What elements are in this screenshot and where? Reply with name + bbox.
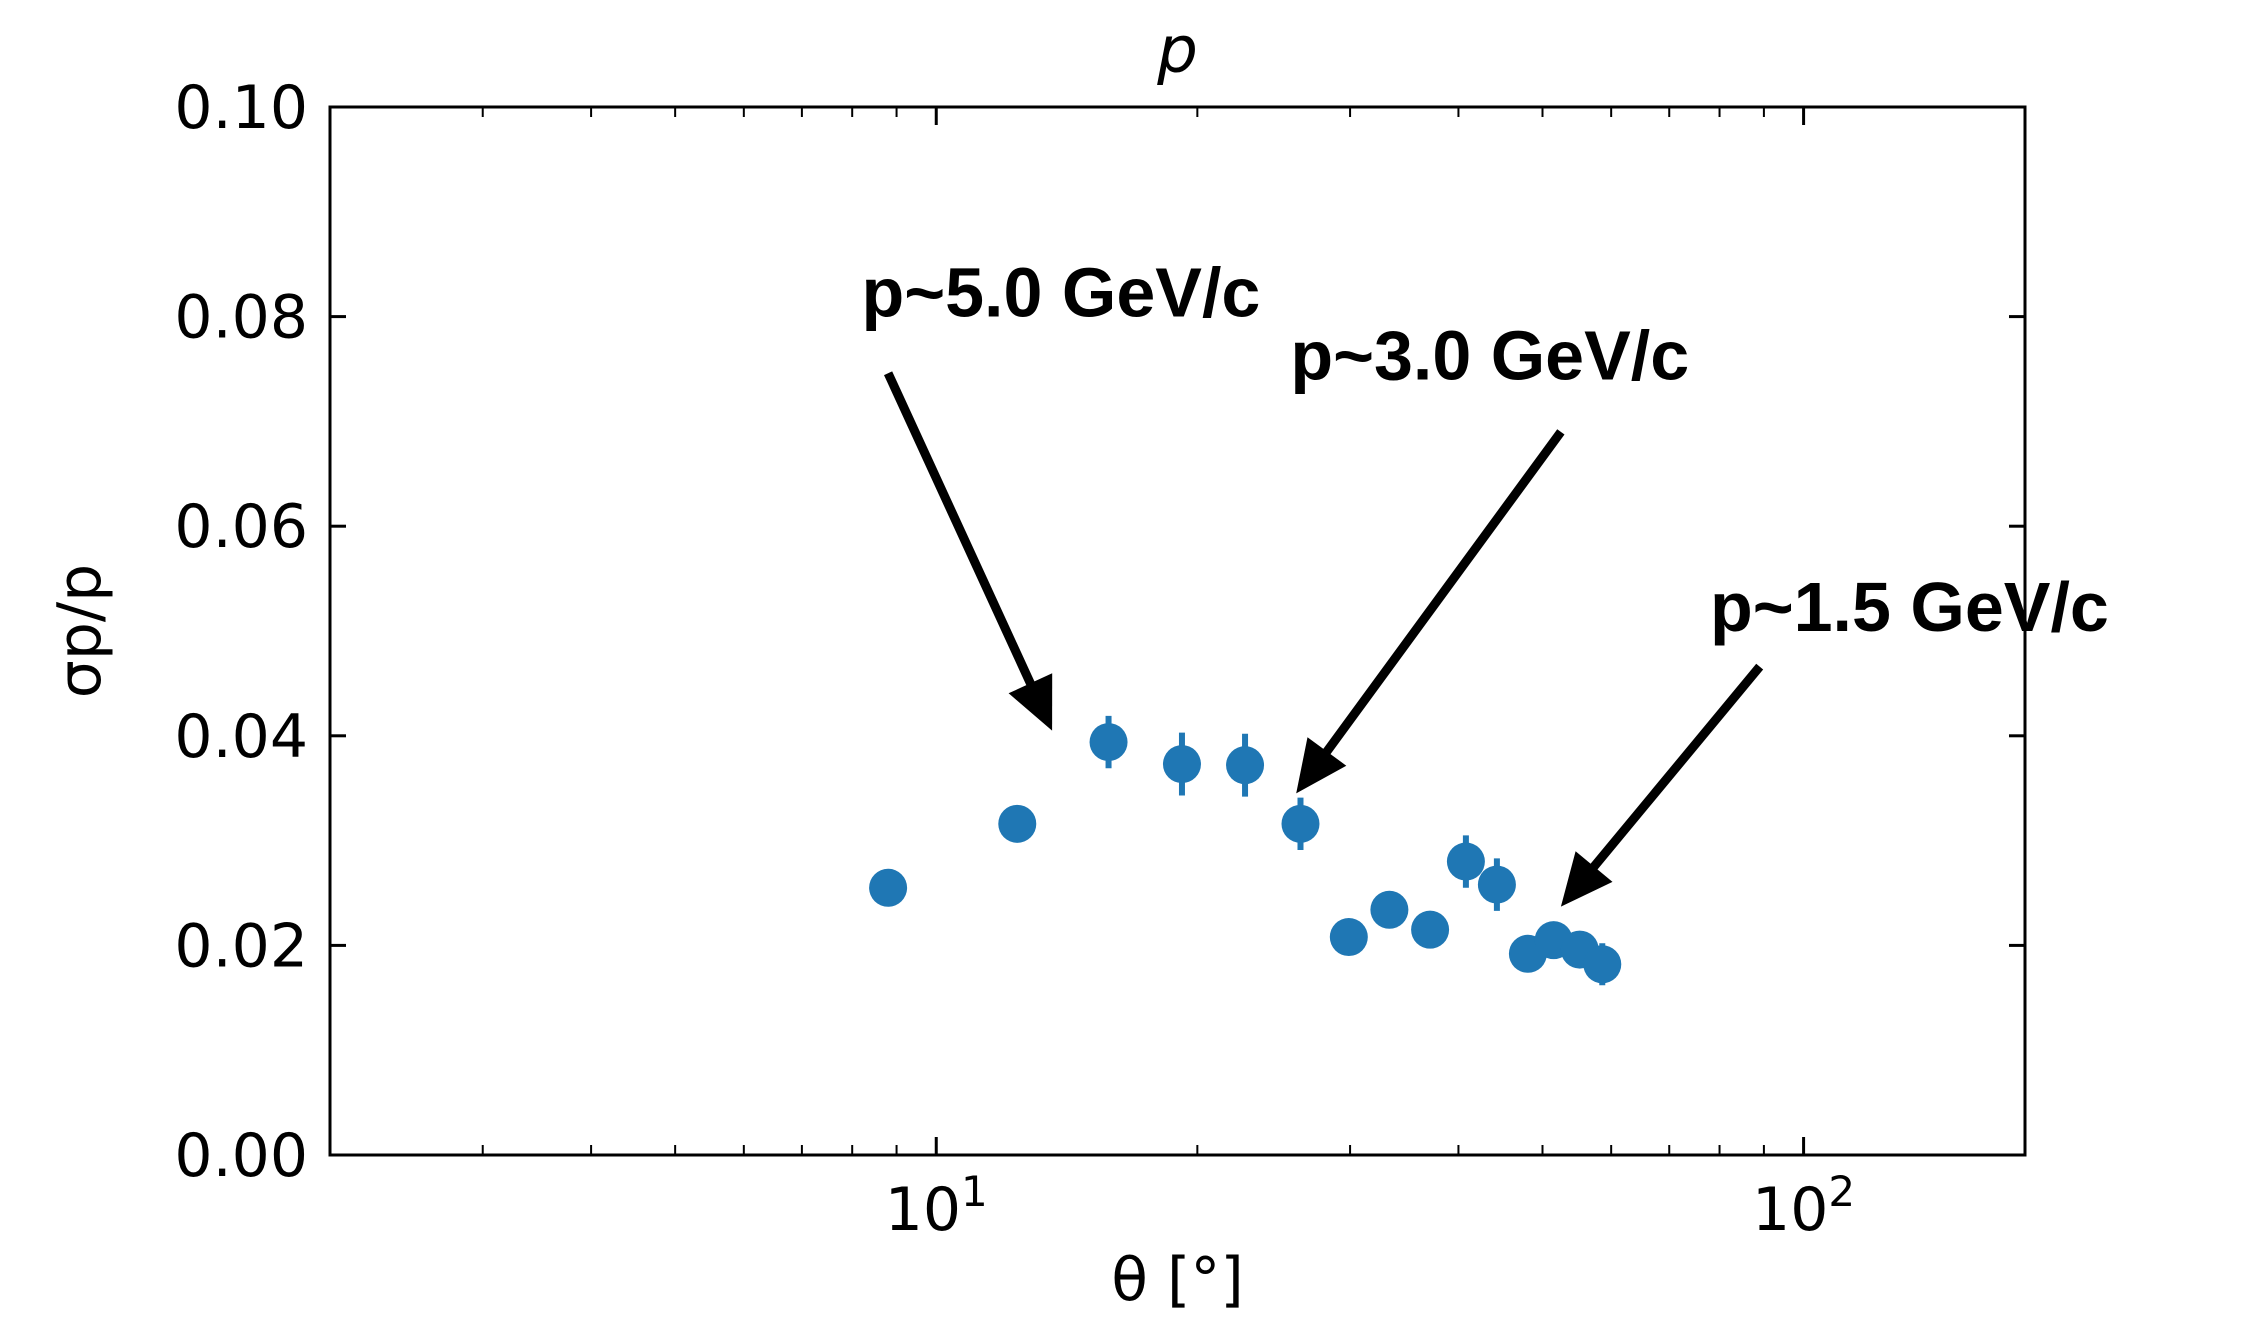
data-point bbox=[1162, 745, 1201, 784]
annotation-arrow-shaft bbox=[1589, 663, 1764, 871]
data-point bbox=[998, 804, 1037, 843]
data-point bbox=[1089, 723, 1128, 762]
annotation-label: p~1.5 GeV/c bbox=[1710, 568, 2109, 646]
x-tick-labels: 101 102 bbox=[885, 1167, 1855, 1245]
y-tick-label: 0.04 bbox=[174, 702, 308, 772]
chart-title: p bbox=[1156, 14, 1198, 88]
y-tick-labels: 0.00 0.02 0.04 0.06 0.08 0.10 bbox=[174, 73, 308, 1191]
x-tick-label: 101 bbox=[885, 1167, 988, 1245]
data-point bbox=[869, 868, 908, 907]
annotation-arrow-head bbox=[1560, 851, 1613, 907]
y-tick-label: 0.06 bbox=[174, 492, 308, 562]
annotation-arrow-shaft bbox=[884, 371, 1036, 687]
data-point bbox=[1583, 945, 1622, 984]
y-tick-label: 0.00 bbox=[174, 1121, 308, 1191]
annotation-arrow-head bbox=[1008, 673, 1053, 731]
annotation-arrows bbox=[884, 371, 1764, 907]
data-point bbox=[1411, 910, 1450, 949]
y-tick-label: 0.02 bbox=[174, 911, 308, 981]
y-axis-label: σp/p bbox=[45, 564, 115, 698]
x-tick-label: 102 bbox=[1752, 1167, 1855, 1245]
data-point bbox=[1446, 842, 1485, 881]
data-point bbox=[1329, 918, 1368, 957]
data-point bbox=[1281, 804, 1320, 843]
data-point bbox=[1477, 865, 1516, 904]
annotation-label: p~3.0 GeV/c bbox=[1290, 316, 1689, 394]
annotation-labels: p~5.0 GeV/c p~3.0 GeV/c p~1.5 GeV/c bbox=[861, 254, 2108, 646]
y-tick-label: 0.10 bbox=[174, 73, 308, 143]
annotation-arrow-shaft bbox=[1322, 429, 1565, 756]
x-axis-label: θ [°] bbox=[1111, 1245, 1244, 1315]
data-points bbox=[869, 723, 1622, 984]
y-tick-label: 0.08 bbox=[174, 283, 308, 353]
plot-frame bbox=[328, 105, 2027, 1157]
data-point bbox=[1370, 890, 1409, 929]
annotation-label: p~5.0 GeV/c bbox=[861, 254, 1260, 332]
annotation-arrow-head bbox=[1296, 737, 1347, 794]
data-point bbox=[1226, 746, 1265, 785]
